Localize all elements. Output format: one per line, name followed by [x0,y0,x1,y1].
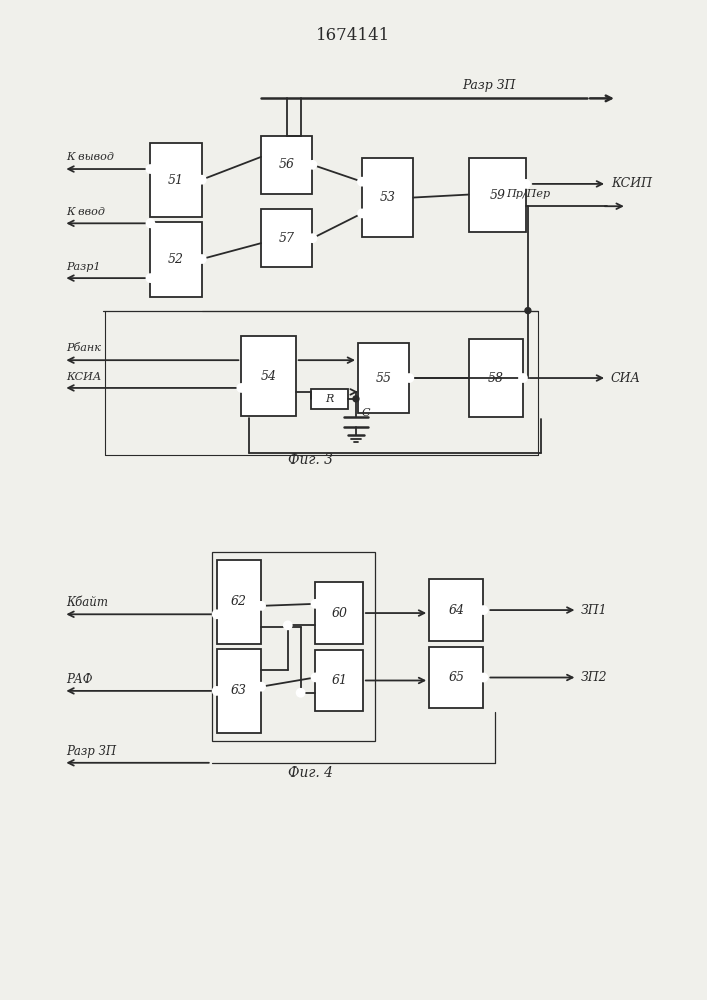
Circle shape [312,600,320,608]
Bar [429,579,484,641]
Text: ЗП1: ЗП1 [581,604,608,617]
Text: СИА: СИА [611,372,641,385]
Circle shape [405,374,414,382]
Text: 51: 51 [168,174,184,187]
Bar [216,649,261,733]
Text: 1674141: 1674141 [316,27,390,44]
Circle shape [308,161,317,169]
Bar [241,336,296,416]
Text: Рбанк: Рбанк [66,343,101,353]
Text: 52: 52 [168,253,184,266]
Text: К вывод: К вывод [66,152,115,162]
Text: R: R [325,394,334,404]
Text: КСИП: КСИП [611,177,652,190]
Bar [261,209,312,267]
Text: 61: 61 [331,674,347,687]
Circle shape [284,621,292,629]
Text: Разр ЗП: Разр ЗП [66,745,117,758]
Circle shape [146,274,154,282]
Circle shape [146,165,154,173]
Circle shape [308,234,317,242]
Circle shape [257,602,265,610]
Circle shape [519,374,527,382]
Text: Фиг. 4: Фиг. 4 [288,766,333,780]
Circle shape [479,674,487,681]
Text: 63: 63 [231,684,247,697]
Circle shape [297,689,305,697]
Circle shape [213,687,221,695]
Text: 56: 56 [279,158,295,171]
Bar [310,389,348,409]
Text: Разр1: Разр1 [66,262,101,272]
Text: 55: 55 [375,372,392,385]
Bar [469,339,523,417]
Circle shape [353,396,359,402]
Circle shape [257,683,265,691]
Circle shape [238,384,245,392]
Circle shape [407,375,412,381]
Circle shape [525,308,531,314]
Circle shape [312,673,320,681]
Circle shape [213,610,221,618]
Text: C: C [362,408,370,418]
Bar [261,136,312,194]
Bar [211,552,375,741]
Circle shape [522,180,530,188]
Bar [315,650,363,711]
Bar [362,158,414,237]
Text: 53: 53 [380,191,396,204]
Circle shape [479,606,487,614]
Text: Кбайт: Кбайт [66,596,108,609]
Bar [315,582,363,644]
Text: 64: 64 [448,604,464,617]
Text: 65: 65 [448,671,464,684]
Bar [358,343,409,413]
Bar [151,143,201,217]
Text: РАФ: РАФ [66,673,93,686]
Bar [151,222,201,297]
Text: Пр/Пер: Пр/Пер [506,189,550,199]
Text: 62: 62 [231,595,247,608]
Text: 60: 60 [331,607,347,620]
Bar [216,560,261,644]
Circle shape [198,255,206,263]
Circle shape [358,178,366,186]
Text: ЗП2: ЗП2 [581,671,608,684]
Text: 57: 57 [279,232,295,245]
Text: К ввод: К ввод [66,207,105,217]
Circle shape [198,176,206,184]
Text: 59: 59 [489,189,506,202]
Text: Разр ЗП: Разр ЗП [462,79,515,92]
Text: КСИА: КСИА [66,372,102,382]
Text: 54: 54 [260,370,276,383]
Bar [469,158,526,232]
Bar [429,647,484,708]
Text: Фиг. 3: Фиг. 3 [288,453,333,467]
Circle shape [358,209,366,217]
Text: 58: 58 [488,372,504,385]
Circle shape [146,219,154,227]
